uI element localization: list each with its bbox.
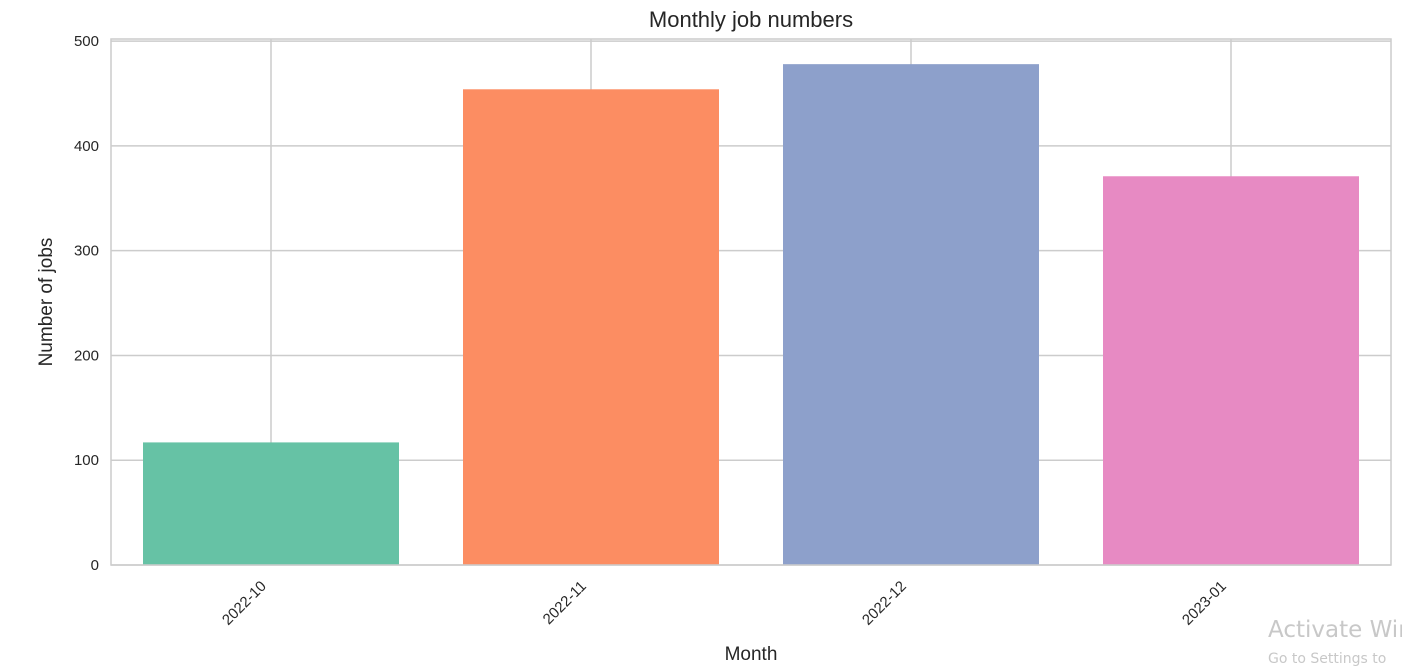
- y-tick-labels: 0 100 200 300 400 500: [74, 33, 99, 574]
- bar-2022-11: [463, 89, 719, 565]
- activate-windows-watermark: Activate Wir: [1268, 617, 1402, 643]
- y-tick-label: 300: [74, 243, 99, 260]
- y-tick-label: 0: [91, 557, 99, 574]
- y-tick-label: 200: [74, 347, 99, 364]
- x-axis-label: Month: [725, 644, 778, 665]
- bar-2023-01: [1103, 176, 1359, 566]
- activate-windows-settings-hint: Go to Settings to: [1268, 651, 1387, 667]
- bars: [143, 64, 1359, 566]
- bar-2022-10: [143, 442, 399, 565]
- bar-2022-12: [783, 64, 1039, 566]
- chart-title: Monthly job numbers: [649, 7, 853, 32]
- y-tick-label: 500: [74, 33, 99, 50]
- y-tick-label: 400: [74, 138, 99, 155]
- y-tick-label: 100: [74, 452, 99, 469]
- plot-frame: [110, 38, 1392, 566]
- y-axis-label: Number of jobs: [36, 238, 57, 367]
